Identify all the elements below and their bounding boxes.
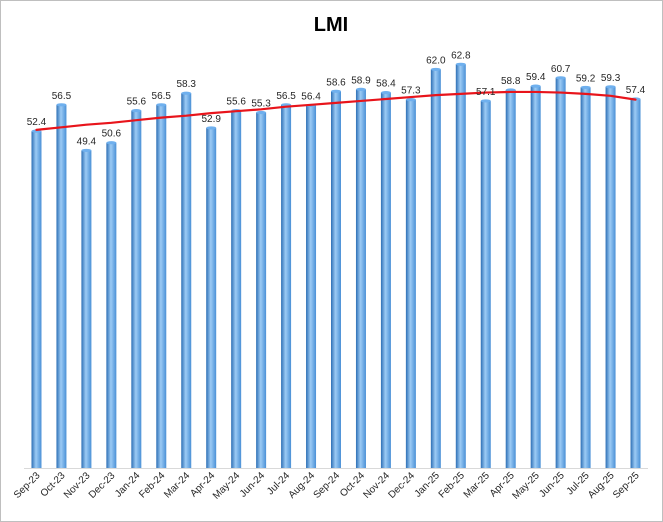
bar-sep-24 [331, 91, 341, 468]
bar-cap-nov-23 [81, 148, 92, 153]
bar-cap-aug-25 [605, 85, 616, 89]
bar-cap-nov-24 [380, 90, 391, 95]
bar-cap-mar-24 [181, 91, 192, 95]
bar-cap-oct-23 [56, 103, 67, 107]
bar-cap-dec-24 [405, 98, 416, 102]
bar-cap-sep-24 [331, 89, 341, 93]
data-label: 55.6 [226, 97, 246, 108]
x-tick-label: Feb-24 [137, 470, 167, 500]
x-tick-label: Nov-23 [62, 470, 93, 501]
bar-oct-24 [355, 89, 366, 469]
x-tick-labels: Sep-23Oct-23Nov-23Dec-23Jan-24Feb-24Mar-… [12, 470, 642, 502]
bar-cap-oct-24 [355, 87, 366, 91]
bar-dec-24 [405, 99, 416, 468]
data-label: 56.5 [152, 91, 172, 102]
bar-cap-mar-25 [480, 99, 491, 103]
bar-jun-25 [555, 77, 566, 468]
bar-jun-24 [256, 112, 267, 468]
bar-cap-dec-23 [106, 141, 117, 145]
data-label: 59.3 [601, 73, 621, 84]
data-label: 58.4 [376, 79, 396, 90]
trendline [35, 90, 637, 131]
bar-dec-23 [106, 142, 117, 468]
bar-cap-jan-25 [430, 67, 441, 72]
data-label: 55.6 [127, 97, 147, 108]
data-label: 62.0 [426, 55, 446, 66]
x-tick-label: Nov-24 [361, 470, 392, 501]
bar-nov-23 [81, 150, 92, 468]
bar-sep-25 [630, 99, 641, 468]
data-label: 58.6 [326, 77, 346, 88]
x-tick-label: Aug-25 [586, 470, 617, 501]
bar-cap-jul-25 [580, 85, 591, 90]
bar-cap-feb-25 [455, 62, 466, 66]
x-tick-label: Sep-23 [12, 470, 43, 501]
data-label: 57.4 [626, 85, 646, 96]
data-label: 52.9 [201, 114, 221, 125]
data-label: 60.7 [551, 64, 571, 75]
x-tick-label: May-25 [510, 470, 542, 502]
bar-cap-feb-24 [156, 103, 167, 107]
bar-feb-24 [156, 104, 167, 468]
bar-nov-24 [380, 92, 391, 468]
bar-jul-24 [281, 104, 292, 468]
bar-mar-25 [480, 100, 491, 469]
x-tick-label: Dec-24 [386, 470, 417, 501]
bar-apr-24 [206, 127, 217, 469]
data-label: 58.9 [351, 75, 371, 86]
bar-may-25 [530, 86, 541, 468]
x-tick-label: Jun-25 [537, 470, 567, 500]
x-tick-label: Jan-24 [113, 470, 143, 500]
bar-cap-jun-24 [256, 110, 267, 115]
bar-may-24 [231, 110, 242, 468]
data-label: 59.2 [576, 73, 596, 84]
x-tick-label: Sep-25 [611, 470, 642, 501]
bar-mar-24 [181, 93, 192, 469]
x-tick-label: Mar-25 [462, 470, 492, 500]
bar-aug-24 [306, 105, 317, 469]
data-label: 58.8 [501, 76, 521, 87]
data-label: 57.1 [476, 87, 496, 98]
bar-feb-25 [455, 64, 466, 468]
x-tick-label: Aug-24 [287, 470, 318, 501]
x-tick-label: Sep-24 [312, 470, 343, 501]
chart-title: LMI [314, 14, 348, 36]
bar-sep-23 [31, 131, 42, 468]
data-label: 50.6 [102, 129, 122, 140]
data-label: 59.4 [526, 72, 546, 83]
bar-aug-25 [605, 86, 616, 468]
bar-cap-apr-24 [206, 126, 217, 130]
data-label: 49.4 [77, 136, 97, 147]
data-label: 56.4 [301, 91, 321, 102]
data-label: 52.4 [27, 117, 47, 128]
data-label: 57.3 [401, 86, 421, 97]
bar-cap-apr-25 [505, 88, 516, 92]
data-labels: 52.4 56.5 49.4 50.6 55.6 56.5 58.3 52.9 55.6 55.3… [27, 50, 646, 147]
bar-oct-23 [56, 104, 67, 468]
x-tick-label: Jun-24 [238, 470, 268, 500]
data-label: 56.5 [52, 91, 72, 102]
data-label: 58.3 [177, 79, 197, 90]
bar-jan-24 [131, 110, 142, 468]
bar-cap-jun-25 [555, 76, 566, 80]
data-label: 55.3 [251, 99, 271, 110]
x-tick-label: Mar-24 [162, 470, 192, 500]
x-tick-label: May-24 [211, 470, 243, 502]
x-tick-label: Dec-23 [87, 470, 118, 501]
bar-apr-25 [505, 90, 516, 468]
bar-series [31, 62, 641, 469]
bar-jan-25 [430, 69, 441, 469]
bar-cap-jan-24 [131, 108, 142, 113]
data-label: 62.8 [451, 50, 471, 61]
x-tick-label: Feb-25 [437, 470, 467, 500]
data-label: 56.5 [276, 91, 296, 102]
bar-jul-25 [580, 87, 591, 469]
bar-cap-may-25 [530, 84, 541, 88]
x-tick-label: Jan-25 [413, 470, 443, 500]
